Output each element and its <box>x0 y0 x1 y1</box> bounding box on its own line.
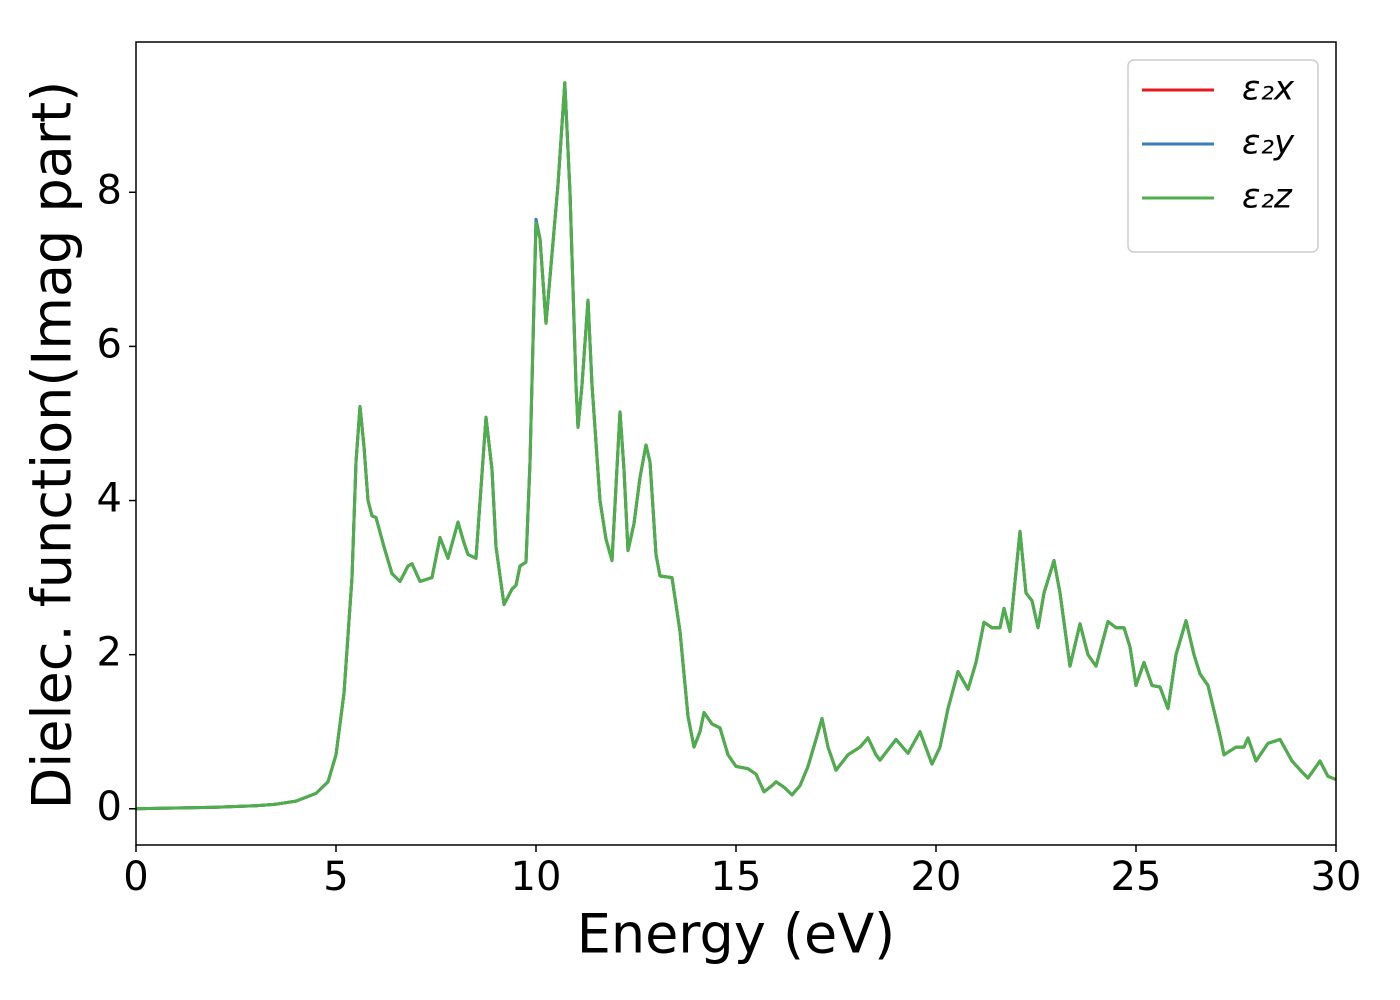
x-tick-label: 0 <box>123 854 148 900</box>
plot-frame <box>135 41 1337 846</box>
x-tick-label: 10 <box>511 854 562 900</box>
y-tick-label: 8 <box>97 167 122 213</box>
y-tick-label: 6 <box>97 321 122 367</box>
x-tick-label: 20 <box>911 854 962 900</box>
legend-label: ε₂z <box>1242 177 1293 217</box>
legend-label: ε₂y <box>1242 123 1295 163</box>
legend-label: ε₂x <box>1242 69 1295 109</box>
x-tick-label: 30 <box>1311 854 1362 900</box>
legend: ε₂x ε₂y ε₂z <box>1127 59 1319 253</box>
y-tick-label: 0 <box>97 784 122 830</box>
x-axis-label: Energy (eV) <box>577 903 896 966</box>
legend-box <box>1127 59 1319 253</box>
series-line <box>135 81 1337 811</box>
y-tick-label: 2 <box>97 630 122 676</box>
y-axis-label: Dielec. function(Imag part) <box>21 81 84 810</box>
x-tick-label: 25 <box>1111 854 1162 900</box>
y-tick-label: 4 <box>97 476 122 522</box>
x-tick-label: 15 <box>711 854 762 900</box>
x-tick-label: 5 <box>323 854 348 900</box>
